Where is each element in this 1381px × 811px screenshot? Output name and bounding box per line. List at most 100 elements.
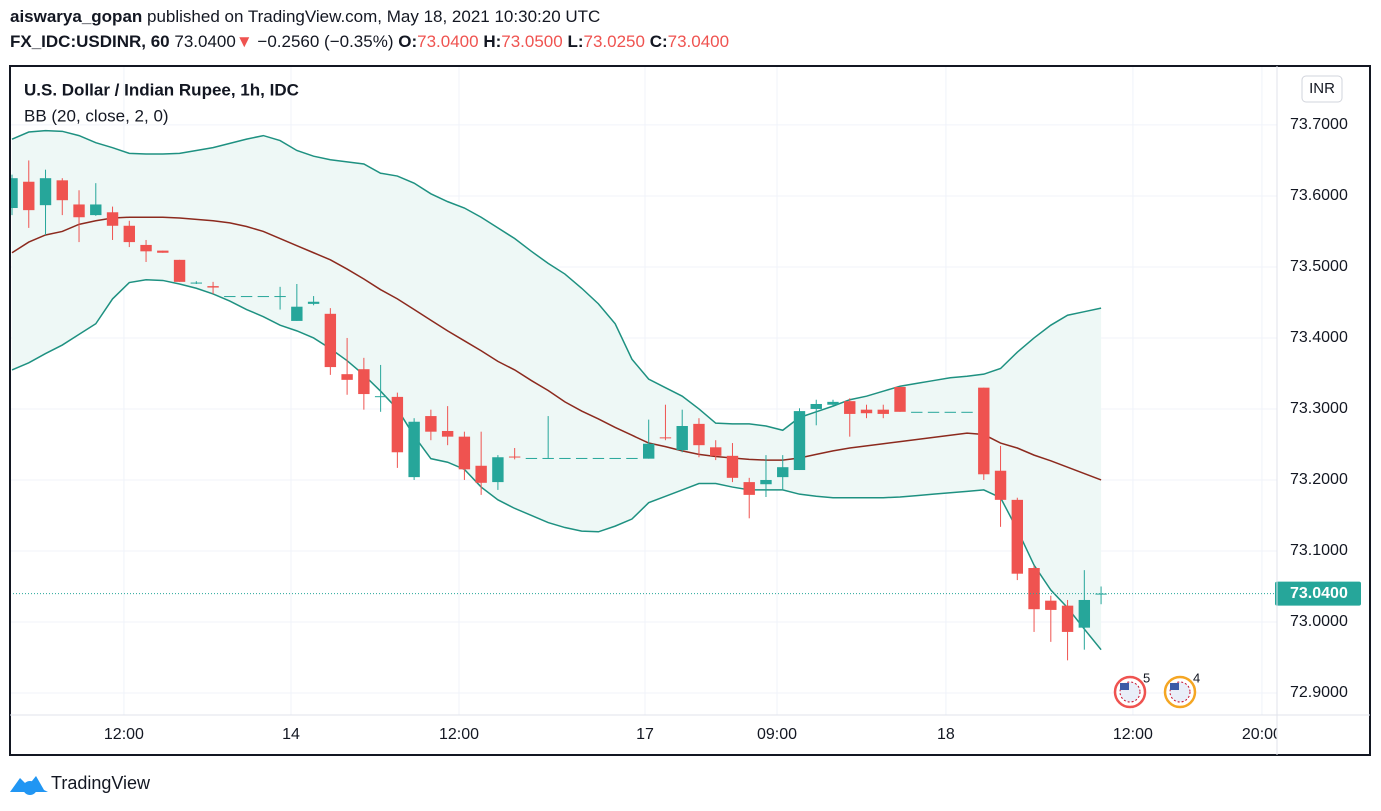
candle-body <box>844 401 856 414</box>
symbol: FX_IDC:USDINR, 60 <box>10 32 170 51</box>
y-tick-label: 73.5000 <box>1290 258 1348 275</box>
symbol-line: FX_IDC:USDINR, 60 73.0400▼ −0.2560 (−0.3… <box>10 32 729 52</box>
candle-body <box>39 178 52 206</box>
candle-body <box>827 401 839 405</box>
candle-body <box>207 286 219 288</box>
candle-body <box>961 411 973 413</box>
candle-body <box>592 457 605 459</box>
candle-body <box>994 470 1007 500</box>
candle-body <box>810 403 822 409</box>
candle-body <box>1011 499 1023 574</box>
published: published on TradingView.com, May 18, 20… <box>147 7 601 26</box>
candle-body <box>240 296 253 298</box>
candle-body <box>374 396 387 398</box>
candle-body <box>978 387 990 475</box>
currency-label[interactable]: INR <box>1309 80 1335 97</box>
y-tick-label: 73.3000 <box>1290 400 1348 417</box>
candle-body <box>274 296 286 298</box>
brand: TradingView <box>51 773 151 793</box>
event-count: 5 <box>1143 670 1150 685</box>
band-lower <box>11 278 1102 651</box>
candle-body <box>173 259 186 282</box>
last-price-box <box>1275 581 1361 606</box>
event-flag-canton <box>1120 683 1129 690</box>
candle-body <box>659 437 672 439</box>
y-tick-label: 73.7000 <box>1290 116 1348 133</box>
event-marker[interactable]: 4 <box>1163 670 1200 709</box>
band-fill <box>12 130 1102 650</box>
x-tick-label: 12:00 <box>439 726 479 743</box>
event-flag-canton <box>1170 683 1179 690</box>
candle-body <box>425 416 437 432</box>
ohlc-label: H: <box>483 32 502 51</box>
y-tick-label: 72.9000 <box>1290 684 1348 701</box>
candle-body <box>441 430 454 437</box>
candle-body <box>508 456 521 458</box>
last-price-label: 73.0400 <box>1290 585 1348 602</box>
candle-body <box>525 457 538 459</box>
y-tick-label: 73.6000 <box>1290 187 1348 204</box>
candle-body <box>23 181 35 211</box>
frame <box>9 65 1371 756</box>
candle-body <box>475 465 487 483</box>
event-count: 4 <box>1193 670 1200 685</box>
ohlc-label: L: <box>567 32 584 51</box>
candle-body <box>1078 599 1091 628</box>
candle-body <box>944 411 956 413</box>
candle-body <box>1095 593 1107 595</box>
indicator-label: BB (20, close, 2, 0) <box>24 106 169 125</box>
candle-body <box>90 204 102 216</box>
candle-body <box>257 296 270 298</box>
currency-button[interactable] <box>1301 75 1343 103</box>
x-tick-label: 17 <box>636 726 654 743</box>
candle-body <box>307 301 320 304</box>
change: −0.2560 (−0.35%) <box>257 32 394 51</box>
x-tick-label: 12:00 <box>1113 726 1153 743</box>
candle-body <box>894 386 906 412</box>
candle-body <box>575 457 588 459</box>
candle-body <box>123 225 135 243</box>
publish-line: aiswarya_gopan published on TradingView.… <box>10 7 600 27</box>
ohlc-label: C: <box>649 32 668 51</box>
ohlc-value: 73.0400 <box>667 32 730 51</box>
ohlc-value: 73.0400 <box>417 32 479 51</box>
candle-body <box>1061 605 1074 632</box>
x-tick-label: 20:00 <box>1242 726 1282 743</box>
band-upper <box>11 129 1102 432</box>
y-tick-label: 73.2000 <box>1290 471 1348 488</box>
candle-body <box>642 443 655 459</box>
x-tick-label: 18 <box>937 726 955 743</box>
candle-body <box>190 282 203 284</box>
candle-body <box>73 204 85 218</box>
author: aiswarya_gopan <box>10 7 143 26</box>
price: 73.0400 <box>174 32 236 51</box>
candle-body <box>559 457 571 459</box>
candle-body <box>609 457 621 459</box>
candle-body <box>626 457 638 459</box>
candle-body <box>291 306 303 321</box>
candle-body <box>877 409 889 414</box>
candle-body <box>676 426 688 451</box>
candle-body <box>140 244 152 252</box>
candle-body <box>760 479 772 485</box>
candle-body <box>542 457 554 459</box>
candle-body <box>408 421 420 478</box>
chart-title: U.S. Dollar / Indian Rupee, 1h, IDC <box>24 80 299 99</box>
candle-body <box>1028 568 1040 610</box>
ohlc-label: O: <box>398 32 418 51</box>
candle-body <box>157 250 169 253</box>
candle-body <box>911 411 923 413</box>
time-axis: 12:00 14 12:00 17 09:00 18 12:00 20:00 <box>104 726 1282 743</box>
candle-body <box>224 296 236 298</box>
x-tick-label: 09:00 <box>757 726 797 743</box>
y-tick-label: 73.4000 <box>1290 329 1348 346</box>
candle-body <box>860 409 873 414</box>
ohlc-value: 73.0500 <box>501 32 563 51</box>
x-tick-label: 14 <box>282 726 300 743</box>
candle-body <box>391 396 404 453</box>
arrow: ▼ <box>235 32 253 51</box>
logo <box>10 776 48 795</box>
event-marker[interactable]: 5 <box>1113 670 1150 709</box>
